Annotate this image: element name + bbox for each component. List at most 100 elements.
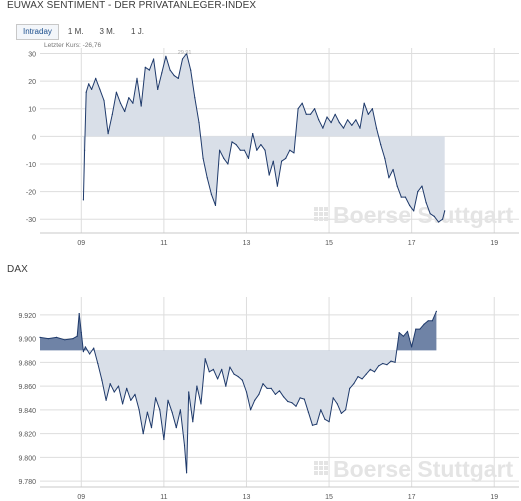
data-point <box>396 185 398 187</box>
data-point <box>217 378 219 380</box>
data-point <box>417 191 419 193</box>
data-point <box>89 353 91 355</box>
x-tick-label: 15 <box>325 240 333 247</box>
watermark-square <box>314 466 318 470</box>
data-point <box>153 58 155 60</box>
data-point <box>124 110 126 113</box>
data-point <box>128 97 130 99</box>
data-point <box>239 149 241 151</box>
tab-3-months[interactable]: 3 M. <box>99 27 116 36</box>
data-point <box>316 423 318 425</box>
data-point <box>431 320 433 322</box>
watermark-square <box>319 461 323 465</box>
data-point <box>190 69 192 71</box>
series-line <box>39 311 437 474</box>
data-point <box>173 75 175 77</box>
data-point <box>444 210 446 212</box>
data-point <box>72 338 74 340</box>
data-point <box>409 204 411 206</box>
data-point <box>76 335 78 337</box>
data-point <box>157 88 159 90</box>
data-point <box>357 376 359 378</box>
y-tick-label: 0 <box>32 134 36 141</box>
data-point <box>179 409 181 411</box>
data-point <box>421 185 423 187</box>
watermark-square <box>319 466 323 470</box>
data-point <box>245 391 248 393</box>
data-point <box>276 185 278 187</box>
data-point <box>183 444 186 446</box>
watermark-square <box>314 207 318 211</box>
data-point <box>144 66 146 68</box>
dax-chart-title: DAX <box>7 264 28 275</box>
data-point <box>406 330 409 332</box>
data-point <box>78 313 80 315</box>
data-point <box>146 411 148 413</box>
data-point <box>361 378 363 380</box>
x-tick-label: 09 <box>77 240 85 247</box>
series-points <box>39 310 437 474</box>
data-point <box>130 399 132 401</box>
data-point <box>136 77 138 79</box>
data-point <box>303 398 305 400</box>
y-tick-label: -20 <box>26 190 36 197</box>
data-point <box>150 427 153 429</box>
data-point <box>247 157 250 159</box>
data-point <box>134 393 136 395</box>
data-point <box>97 362 99 365</box>
data-point <box>293 152 295 154</box>
data-point <box>398 332 400 334</box>
data-point <box>305 113 307 115</box>
x-tick-label: 17 <box>408 494 416 501</box>
data-point <box>202 157 204 159</box>
data-point <box>435 310 437 312</box>
data-point <box>219 149 221 151</box>
data-point <box>371 108 373 110</box>
tab-intraday[interactable]: Intraday <box>16 24 59 40</box>
data-point <box>272 160 274 162</box>
peak-value-label: 29,91 <box>178 50 192 56</box>
area-above-baseline <box>40 311 437 351</box>
data-point <box>281 160 283 162</box>
watermark-square <box>319 217 323 221</box>
data-point <box>241 379 243 381</box>
data-point <box>295 405 297 407</box>
y-tick-label: -30 <box>26 217 36 224</box>
data-point <box>117 385 120 387</box>
x-tick-label: 15 <box>325 494 333 501</box>
tab-1-month[interactable]: 1 M. <box>67 27 84 36</box>
data-point <box>427 320 429 322</box>
data-point <box>155 397 157 399</box>
data-point <box>113 391 115 393</box>
tab-1-year[interactable]: 1 J. <box>131 27 144 36</box>
data-point <box>442 218 444 220</box>
data-point <box>119 102 122 104</box>
data-point <box>278 390 281 392</box>
watermark-square <box>314 471 318 475</box>
data-point <box>349 387 351 389</box>
data-point <box>252 133 254 135</box>
boerse-stuttgart-watermark: Boerse Stuttgart <box>314 456 514 482</box>
data-point <box>340 412 342 414</box>
data-point <box>95 77 97 79</box>
data-point <box>433 215 435 217</box>
y-tick-label: 9.800 <box>18 455 36 462</box>
data-point <box>311 424 314 426</box>
data-point <box>367 113 369 115</box>
data-point <box>204 358 206 360</box>
data-point <box>186 472 188 474</box>
data-point <box>142 433 144 435</box>
y-tick-label: 9.820 <box>18 432 36 439</box>
data-point <box>309 113 312 115</box>
data-point <box>270 387 272 389</box>
data-point <box>283 396 285 398</box>
euwax-sentiment-chart: 30 20 10 0 -10 -20 -30 09 11 13 15 17 19 Boerse Stutt… <box>26 42 519 247</box>
y-tick-label: 9.860 <box>18 384 36 391</box>
data-point <box>297 108 299 110</box>
data-point <box>93 347 95 349</box>
data-point <box>266 387 268 389</box>
data-point <box>363 102 365 104</box>
y-tick-label: 30 <box>28 52 36 59</box>
data-point <box>402 335 404 337</box>
data-point <box>206 177 208 179</box>
